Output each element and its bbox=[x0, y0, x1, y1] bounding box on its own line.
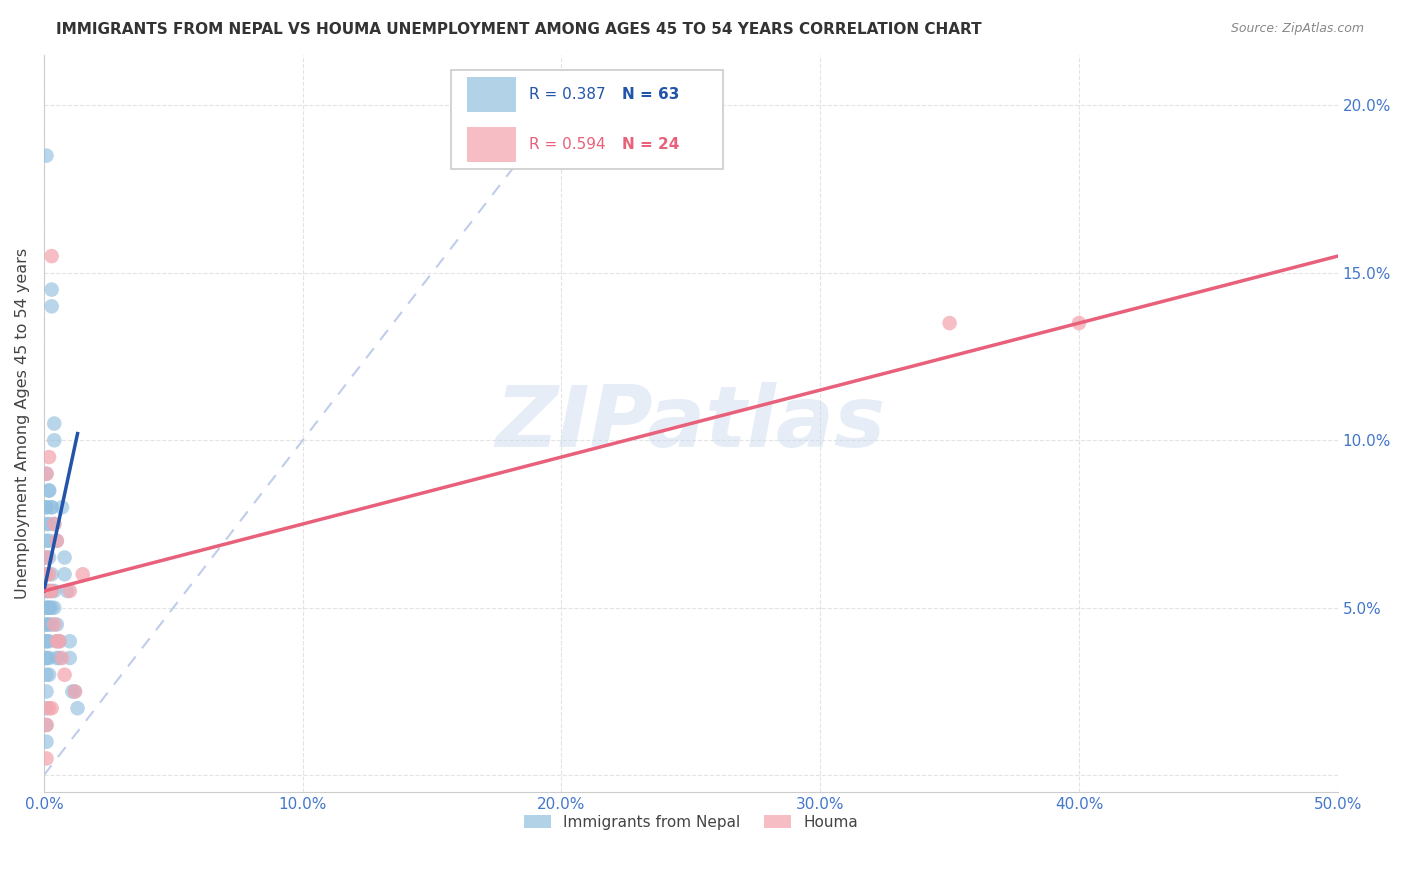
Point bbox=[35, 718, 58, 732]
Point bbox=[45, 533, 67, 548]
Point bbox=[35, 584, 58, 599]
Point bbox=[38, 584, 60, 599]
Point bbox=[44, 516, 66, 531]
Point bbox=[38, 533, 60, 548]
Point bbox=[41, 701, 63, 715]
Point bbox=[41, 600, 63, 615]
Point bbox=[44, 417, 66, 431]
Point bbox=[56, 584, 79, 599]
Point bbox=[38, 600, 60, 615]
Point bbox=[41, 299, 63, 313]
Point bbox=[51, 500, 73, 515]
Point bbox=[44, 617, 66, 632]
Text: ZIPatlas: ZIPatlas bbox=[496, 382, 886, 465]
Point bbox=[60, 684, 83, 698]
Point bbox=[51, 651, 73, 665]
Point bbox=[35, 735, 58, 749]
Point bbox=[35, 467, 58, 481]
Point bbox=[35, 584, 58, 599]
Point bbox=[38, 550, 60, 565]
Point bbox=[41, 617, 63, 632]
Point bbox=[35, 667, 58, 681]
Point bbox=[41, 249, 63, 263]
Point bbox=[38, 483, 60, 498]
Point bbox=[35, 500, 58, 515]
FancyBboxPatch shape bbox=[467, 127, 516, 162]
Point bbox=[35, 516, 58, 531]
Point bbox=[938, 316, 960, 330]
Point bbox=[45, 617, 67, 632]
Point bbox=[35, 550, 58, 565]
Point bbox=[38, 584, 60, 599]
Point bbox=[66, 701, 89, 715]
Point bbox=[38, 667, 60, 681]
Point bbox=[38, 450, 60, 464]
Point bbox=[48, 651, 70, 665]
Point bbox=[35, 617, 58, 632]
Point bbox=[35, 550, 58, 565]
Point bbox=[44, 600, 66, 615]
Text: R = 0.594: R = 0.594 bbox=[529, 137, 606, 152]
Point bbox=[35, 651, 58, 665]
Point bbox=[38, 617, 60, 632]
Point bbox=[38, 567, 60, 582]
Point bbox=[35, 148, 58, 162]
Point bbox=[41, 567, 63, 582]
Point bbox=[41, 500, 63, 515]
Point bbox=[35, 701, 58, 715]
Text: IMMIGRANTS FROM NEPAL VS HOUMA UNEMPLOYMENT AMONG AGES 45 TO 54 YEARS CORRELATIO: IMMIGRANTS FROM NEPAL VS HOUMA UNEMPLOYM… bbox=[56, 22, 981, 37]
Point bbox=[44, 584, 66, 599]
Point bbox=[35, 617, 58, 632]
Point bbox=[38, 634, 60, 648]
Point bbox=[53, 567, 76, 582]
Point bbox=[35, 718, 58, 732]
Point bbox=[72, 567, 94, 582]
Point bbox=[35, 567, 58, 582]
FancyBboxPatch shape bbox=[451, 70, 723, 169]
Point bbox=[45, 634, 67, 648]
Point bbox=[41, 283, 63, 297]
Point bbox=[35, 600, 58, 615]
Text: Source: ZipAtlas.com: Source: ZipAtlas.com bbox=[1230, 22, 1364, 36]
Point bbox=[35, 634, 58, 648]
Point bbox=[35, 751, 58, 765]
Point bbox=[44, 434, 66, 448]
Point bbox=[38, 651, 60, 665]
Point bbox=[35, 684, 58, 698]
Text: N = 24: N = 24 bbox=[623, 137, 679, 152]
Y-axis label: Unemployment Among Ages 45 to 54 years: Unemployment Among Ages 45 to 54 years bbox=[15, 248, 30, 599]
Text: N = 63: N = 63 bbox=[623, 87, 679, 103]
Text: R = 0.387: R = 0.387 bbox=[529, 87, 606, 103]
Point bbox=[63, 684, 86, 698]
Point bbox=[45, 533, 67, 548]
Point bbox=[35, 567, 58, 582]
Point bbox=[38, 600, 60, 615]
Point bbox=[38, 701, 60, 715]
Point bbox=[35, 600, 58, 615]
Point bbox=[53, 667, 76, 681]
Point bbox=[38, 516, 60, 531]
Point bbox=[59, 584, 82, 599]
Point bbox=[35, 651, 58, 665]
Point bbox=[35, 467, 58, 481]
Point bbox=[48, 634, 70, 648]
Point bbox=[59, 651, 82, 665]
Legend: Immigrants from Nepal, Houma: Immigrants from Nepal, Houma bbox=[517, 809, 865, 836]
FancyBboxPatch shape bbox=[467, 77, 516, 112]
Point bbox=[44, 516, 66, 531]
Point bbox=[41, 584, 63, 599]
Point bbox=[63, 684, 86, 698]
Point bbox=[59, 634, 82, 648]
Point bbox=[35, 500, 58, 515]
Point bbox=[35, 634, 58, 648]
Point bbox=[35, 533, 58, 548]
Point bbox=[48, 634, 70, 648]
Point bbox=[45, 634, 67, 648]
Point bbox=[41, 584, 63, 599]
Point bbox=[45, 651, 67, 665]
Point bbox=[38, 483, 60, 498]
Point bbox=[1067, 316, 1090, 330]
Point bbox=[53, 550, 76, 565]
Point bbox=[41, 500, 63, 515]
